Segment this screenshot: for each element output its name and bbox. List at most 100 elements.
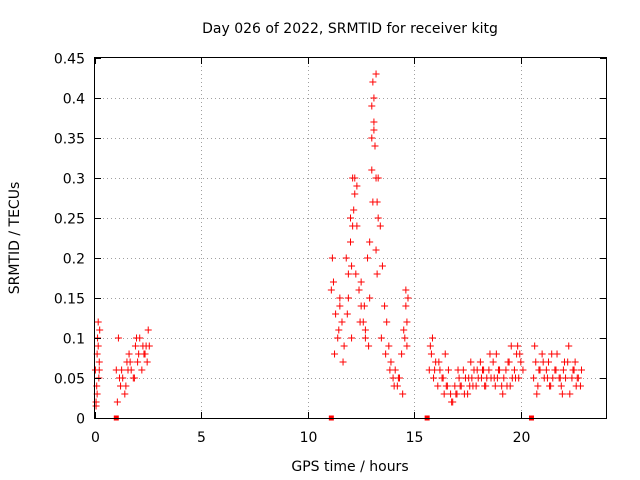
data-point (398, 350, 406, 358)
data-point (532, 358, 540, 366)
data-point (331, 350, 339, 358)
data-point (548, 350, 556, 358)
data-point (476, 358, 484, 366)
x-axis-label: GPS time / hours (291, 459, 408, 475)
data-point (399, 390, 407, 398)
data-point (560, 358, 568, 366)
x-tick-label: 0 (91, 430, 100, 446)
y-tick-label: 0.15 (54, 292, 85, 308)
data-point (336, 294, 344, 302)
data-point (402, 302, 410, 310)
data-point (370, 118, 378, 126)
x-tick-label: 10 (300, 430, 318, 446)
data-point (135, 350, 143, 358)
data-point (360, 302, 368, 310)
data-point (452, 390, 460, 398)
data-point (374, 214, 382, 222)
data-point (426, 342, 434, 350)
data-point (512, 374, 520, 382)
y-tick-label: 0.4 (63, 92, 85, 108)
data-point (340, 342, 348, 350)
data-point (467, 358, 475, 366)
data-point (381, 302, 389, 310)
data-point (490, 374, 498, 382)
data-point (349, 222, 357, 230)
data-points (91, 70, 586, 410)
data-point (400, 326, 408, 334)
data-point (531, 342, 539, 350)
data-point (350, 206, 358, 214)
data-point (441, 350, 449, 358)
data-point (369, 78, 377, 86)
data-point (386, 366, 394, 374)
data-point (382, 350, 390, 358)
data-point (335, 326, 343, 334)
data-point (517, 358, 525, 366)
data-point (95, 366, 103, 374)
data-point (430, 374, 438, 382)
data-point (94, 342, 102, 350)
data-point (403, 318, 411, 326)
data-point (539, 358, 547, 366)
data-point (385, 342, 393, 350)
data-point (434, 382, 442, 390)
data-point (556, 374, 564, 382)
y-axis-label: SRMTID / TECUs (7, 182, 23, 295)
data-point (535, 366, 543, 374)
data-point (343, 310, 351, 318)
data-point (126, 358, 134, 366)
data-point (328, 254, 336, 262)
data-point (505, 358, 513, 366)
data-point (113, 398, 121, 406)
data-point (440, 390, 448, 398)
data-point (373, 270, 381, 278)
data-point (538, 350, 546, 358)
data-point (366, 238, 374, 246)
data-point (573, 374, 581, 382)
x-tick-label: 5 (197, 430, 206, 446)
data-point (365, 342, 373, 350)
data-point (502, 366, 510, 374)
data-point (356, 318, 364, 326)
data-point (364, 254, 372, 262)
data-point (404, 294, 412, 302)
data-point (465, 374, 473, 382)
data-point (428, 334, 436, 342)
data-point (351, 190, 359, 198)
data-point (339, 358, 347, 366)
x-tick-label: 15 (406, 430, 424, 446)
data-point (141, 350, 149, 358)
data-point (503, 382, 511, 390)
data-point (353, 182, 361, 190)
data-point (565, 342, 573, 350)
data-point (351, 174, 359, 182)
data-point (125, 350, 133, 358)
data-point (139, 342, 147, 350)
data-point (344, 270, 352, 278)
data-point (94, 318, 102, 326)
data-point (435, 358, 443, 366)
data-point (361, 326, 369, 334)
data-point (355, 286, 363, 294)
data-point (130, 374, 138, 382)
data-point (492, 350, 500, 358)
y-tick-label: 0.05 (54, 372, 85, 388)
data-point (558, 390, 566, 398)
data-point (403, 342, 411, 350)
data-point (372, 246, 380, 254)
data-point (507, 342, 515, 350)
data-point (499, 390, 507, 398)
data-point (92, 402, 100, 410)
data-point (134, 358, 142, 366)
data-point (372, 70, 380, 78)
data-point (334, 334, 342, 342)
data-point (332, 310, 340, 318)
data-point (344, 294, 352, 302)
data-point (368, 102, 376, 110)
plot-border (94, 57, 607, 419)
data-point (390, 382, 398, 390)
data-point (368, 134, 376, 142)
data-point (402, 286, 410, 294)
data-point (371, 142, 379, 150)
data-point (489, 358, 497, 366)
